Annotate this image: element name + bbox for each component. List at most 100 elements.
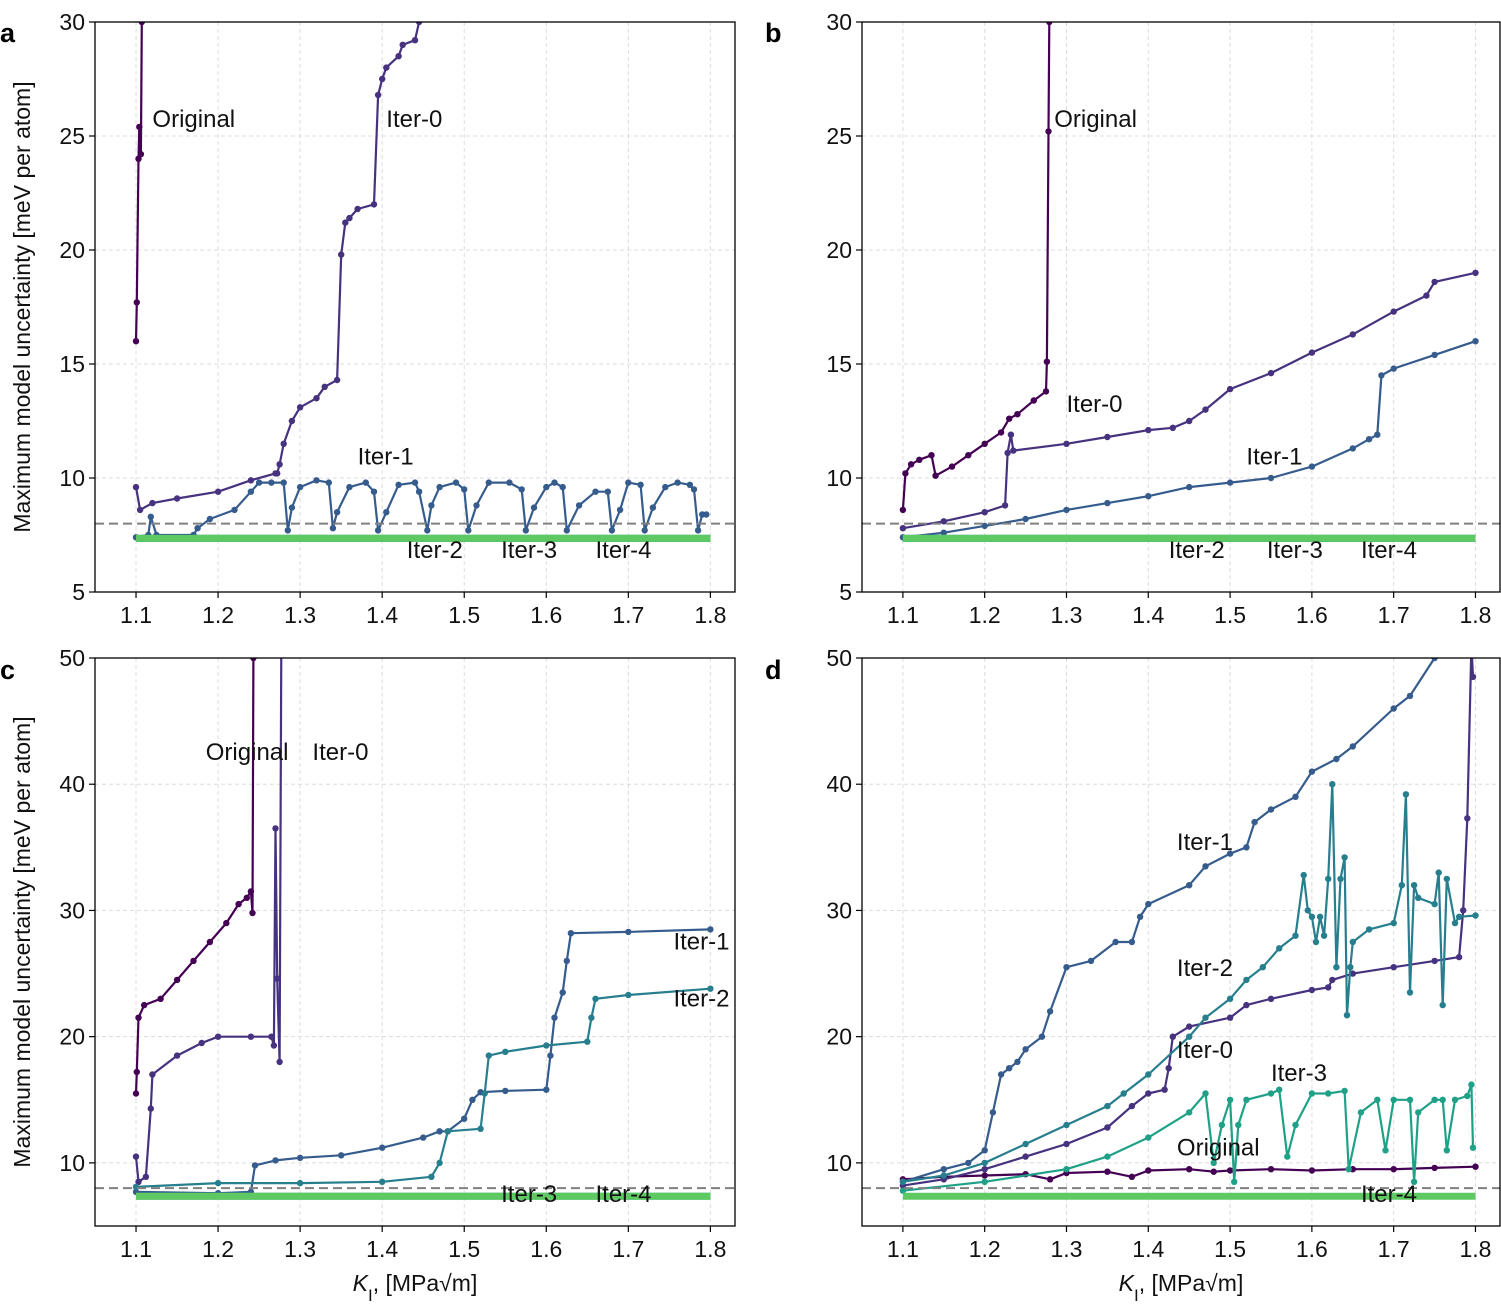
data-point bbox=[247, 1033, 255, 1040]
data-point bbox=[1329, 781, 1336, 788]
data-point bbox=[473, 502, 480, 509]
data-point bbox=[338, 1152, 345, 1159]
data-point bbox=[1186, 417, 1193, 425]
data-point bbox=[1472, 912, 1479, 919]
series-line bbox=[902, 658, 1475, 1187]
series-label: Iter-2 bbox=[1177, 955, 1233, 982]
series-iter-0 bbox=[899, 269, 1479, 532]
data-point bbox=[1431, 957, 1438, 965]
data-point bbox=[989, 1109, 997, 1116]
x-tick-label: 1.8 bbox=[694, 602, 726, 628]
data-point bbox=[1448, 649, 1454, 655]
data-point bbox=[444, 1128, 451, 1135]
x-tick-label: 1.8 bbox=[1459, 1236, 1491, 1262]
data-point bbox=[543, 1042, 550, 1049]
data-point bbox=[1460, 907, 1467, 914]
series-label: Iter-3 bbox=[1271, 1060, 1327, 1087]
x-axis-label: KI, [MPa√m] bbox=[353, 1270, 478, 1305]
data-point bbox=[1202, 406, 1209, 413]
data-point bbox=[379, 75, 386, 83]
data-point bbox=[138, 22, 145, 26]
y-tick-label: 30 bbox=[59, 9, 85, 35]
x-tick-label: 1.4 bbox=[366, 602, 398, 628]
y-tick-label: 30 bbox=[826, 897, 852, 923]
data-point bbox=[1004, 449, 1011, 457]
data-point bbox=[436, 1159, 443, 1167]
data-point bbox=[1063, 1121, 1070, 1129]
data-point bbox=[137, 151, 145, 158]
data-point bbox=[1038, 1033, 1046, 1040]
series-iter-1 bbox=[899, 338, 1479, 541]
data-point bbox=[1276, 1086, 1283, 1093]
y-axis-label: Maximum model uncertainty [meV per atom] bbox=[9, 716, 35, 1167]
data-point bbox=[1390, 705, 1397, 712]
data-point bbox=[278, 642, 284, 648]
series-iter-3 bbox=[899, 1081, 1477, 1194]
data-point bbox=[1469, 1144, 1477, 1151]
data-point bbox=[559, 483, 566, 491]
data-point bbox=[1451, 1096, 1459, 1104]
data-point bbox=[1104, 1124, 1111, 1131]
data-point bbox=[420, 1134, 427, 1141]
data-point bbox=[1406, 692, 1414, 700]
data-point bbox=[899, 506, 907, 514]
series-label: Iter-4 bbox=[596, 1181, 652, 1208]
series-label: Iter-3 bbox=[1267, 537, 1323, 564]
data-point bbox=[625, 928, 632, 936]
x-ticks: 1.1 1.2 1.3 1.4 1.5 1.6 1.7 1.8 bbox=[887, 592, 1491, 628]
data-point bbox=[703, 511, 710, 518]
x-tick-label: 1.2 bbox=[969, 1236, 1001, 1262]
series-label: Iter-4 bbox=[1361, 1181, 1417, 1208]
data-point bbox=[1112, 938, 1119, 946]
data-point bbox=[1431, 900, 1438, 908]
data-point bbox=[1243, 844, 1250, 851]
panel-letter: a bbox=[0, 18, 16, 48]
data-point bbox=[415, 22, 423, 26]
data-point bbox=[274, 975, 281, 982]
data-point bbox=[543, 1086, 550, 1093]
data-point bbox=[518, 486, 525, 493]
data-point bbox=[1145, 426, 1152, 434]
x-axis-label: KI, [MPa√m] bbox=[1119, 1270, 1244, 1305]
data-point bbox=[173, 1052, 181, 1059]
data-point bbox=[567, 930, 575, 937]
data-point bbox=[625, 479, 632, 486]
data-point bbox=[1006, 415, 1013, 422]
x-tick-label: 1.5 bbox=[448, 1236, 480, 1262]
data-point bbox=[575, 502, 583, 509]
data-point bbox=[136, 123, 143, 131]
data-point bbox=[1145, 1134, 1152, 1141]
data-point bbox=[1104, 1168, 1111, 1175]
data-point bbox=[592, 488, 599, 495]
data-point bbox=[1226, 995, 1234, 1002]
axes-frame bbox=[94, 657, 736, 1227]
panel-a: a 1.1 1.2 1.3 1.4 1.5 1.6 1.7 1.8 5 10 15 20 25 30 Maxi… bbox=[0, 9, 736, 628]
data-point bbox=[563, 527, 570, 534]
series-labels: Original Iter-0 Iter-1 Iter-2 Iter-3 Iter-4 bbox=[152, 106, 651, 564]
data-point bbox=[899, 525, 907, 532]
data-point bbox=[1415, 894, 1422, 901]
data-point bbox=[1439, 1096, 1446, 1104]
data-point bbox=[399, 41, 406, 48]
data-point bbox=[981, 1166, 988, 1173]
data-point bbox=[252, 642, 258, 648]
series-label: Iter-0 bbox=[386, 106, 442, 133]
data-point bbox=[907, 461, 915, 468]
data-point bbox=[1472, 1163, 1479, 1170]
data-point bbox=[1308, 1167, 1316, 1174]
data-point bbox=[1145, 1090, 1152, 1097]
series-labels: Iter-1 Iter-2 Iter-0 Iter-3 Original Iter-4 bbox=[1177, 829, 1417, 1208]
series-label: Iter-2 bbox=[1169, 537, 1225, 564]
x-tick-label: 1.3 bbox=[1050, 602, 1082, 628]
data-point bbox=[1226, 1014, 1234, 1021]
data-point bbox=[1365, 926, 1373, 933]
data-point bbox=[424, 527, 431, 534]
data-point bbox=[342, 219, 349, 226]
data-point bbox=[1226, 850, 1234, 857]
x-tick-label: 1.5 bbox=[448, 602, 480, 628]
data-point bbox=[395, 481, 402, 488]
data-point bbox=[940, 529, 947, 536]
panel-letter: b bbox=[765, 18, 782, 48]
data-point bbox=[379, 1178, 386, 1186]
data-point bbox=[333, 376, 341, 384]
